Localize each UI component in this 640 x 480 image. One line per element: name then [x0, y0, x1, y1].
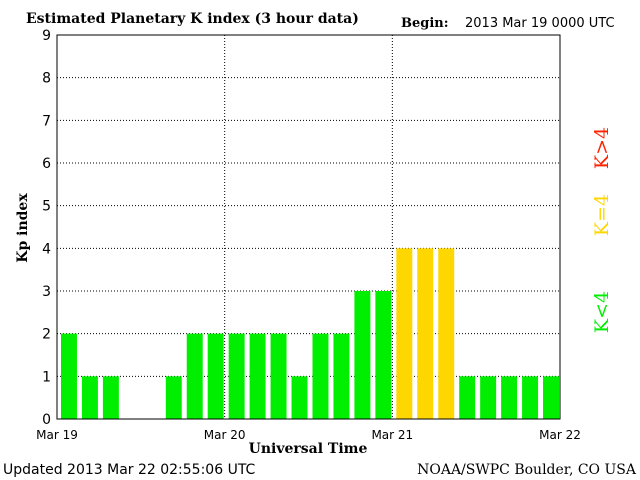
y-tick-label: 6: [42, 156, 51, 172]
source-credit: NOAA/SWPC Boulder, CO USA: [417, 462, 637, 478]
kp-bar: [249, 333, 266, 419]
updated-timestamp: Updated 2013 Mar 22 02:55:06 UTC: [3, 462, 256, 478]
kp-bar: [501, 376, 518, 419]
kp-bar: [480, 376, 497, 419]
x-tick-label: Mar 21: [371, 428, 413, 442]
y-tick-labels: 0 1 2 3 4 5 6 7 8 9: [42, 28, 51, 428]
kp-bar: [102, 376, 119, 419]
kp-bar: [228, 333, 245, 419]
y-tick-label: 1: [42, 369, 51, 385]
y-tick-label: 4: [42, 241, 51, 257]
kp-bar: [270, 333, 287, 419]
y-tick-label: 5: [42, 199, 51, 215]
begin-label: Begin:: [401, 16, 449, 31]
x-tick-label: Mar 19: [36, 428, 78, 442]
begin-value: 2013 Mar 19 0000 UTC: [465, 16, 615, 31]
legend-k-above-4: K>4: [591, 127, 613, 169]
x-axis-title: Universal Time: [249, 441, 368, 457]
kp-bar: [354, 291, 371, 419]
x-tick-label: Mar 20: [204, 428, 246, 442]
plot-frame: [56, 34, 561, 420]
legend-k-equal-4: K=4: [591, 194, 613, 236]
x-tick-labels: Mar 19 Mar 20 Mar 21 Mar 22: [36, 428, 581, 442]
kp-bar: [61, 333, 77, 419]
kp-bar: [312, 333, 329, 419]
kp-bar: [522, 376, 539, 419]
kp-bar: [165, 376, 182, 419]
kp-bar: [207, 333, 224, 419]
y-tick-label: 9: [42, 28, 51, 44]
y-tick-label: 3: [42, 284, 51, 300]
kp-bar: [459, 376, 476, 419]
y-axis-title: Kp index: [15, 193, 31, 263]
kp-bar: [375, 291, 392, 419]
chart-title: Estimated Planetary K index (3 hour data…: [26, 11, 359, 27]
bars-group: [61, 248, 559, 419]
kp-bar: [543, 376, 559, 419]
kp-bar: [186, 333, 203, 419]
y-tick-label: 8: [42, 71, 51, 87]
x-tick-label: Mar 22: [539, 428, 581, 442]
y-tick-label: 7: [42, 113, 51, 129]
kp-bar: [81, 376, 98, 419]
legend-k-below-4: K<4: [591, 291, 613, 333]
kp-bar: [333, 333, 350, 419]
kp-bar: [438, 248, 455, 419]
kp-bar: [417, 248, 434, 419]
y-tick-label: 0: [42, 412, 51, 428]
kp-bar: [396, 248, 413, 419]
y-tick-label: 2: [42, 327, 51, 343]
kp-bar: [291, 376, 308, 419]
grid-lines: [57, 35, 560, 419]
